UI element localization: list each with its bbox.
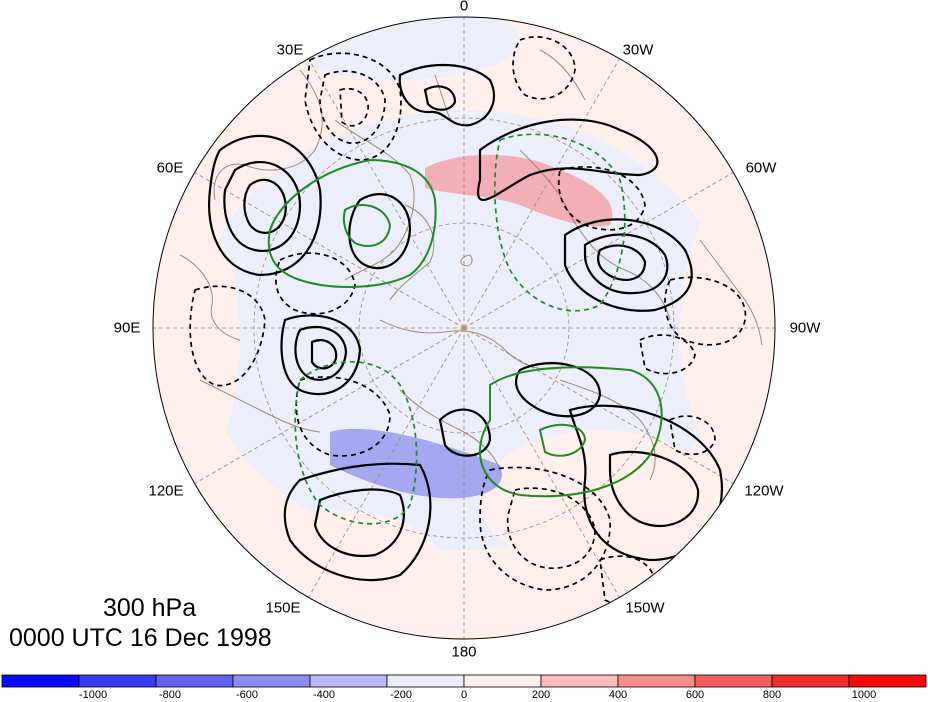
- colorbar-tick: -400: [312, 689, 336, 701]
- lon-label-150e: 150E: [265, 599, 301, 617]
- green-contours: [267, 158, 663, 498]
- lon-label-60e: 60E: [156, 159, 184, 177]
- graticule: [153, 17, 775, 639]
- colorbar-box: [386, 674, 465, 688]
- colorbar-tick: -800: [158, 689, 182, 701]
- colorbar-tick: 600: [685, 689, 705, 701]
- colorbar-box: [617, 674, 696, 688]
- colorbar-box: [771, 674, 850, 688]
- lon-label-30e: 30E: [276, 41, 304, 59]
- lon-label-0: 0: [459, 0, 469, 15]
- date-time-caption: 0000 UTC 16 Dec 1998: [9, 624, 272, 652]
- colorbar-tick: -600: [235, 689, 259, 701]
- colorbar-box: [848, 674, 927, 688]
- lon-label-120w: 120W: [744, 482, 784, 500]
- colorbar-tick: 1000: [851, 689, 877, 701]
- map-disc: [153, 17, 775, 639]
- lon-label-60w: 60W: [745, 159, 777, 177]
- lon-label-30w: 30W: [622, 41, 654, 59]
- lon-label-120e: 120E: [148, 482, 184, 500]
- lon-label-180: 180: [451, 643, 477, 661]
- green-dashed-contours: [294, 133, 626, 525]
- colorbar-tick: -200: [389, 689, 413, 701]
- colorbar-tick: -1000: [78, 689, 108, 701]
- colorbar-box: [1, 674, 80, 688]
- colorbar-tick: 200: [531, 689, 551, 701]
- colorbar-box: [232, 674, 311, 688]
- coastlines: [179, 49, 763, 481]
- pressure-level-caption: 300 hPa: [103, 594, 197, 622]
- colorbar-tick: 400: [608, 689, 628, 701]
- colorbar-box: [540, 674, 619, 688]
- colorbar-box: [78, 674, 157, 688]
- colorbar: [1, 674, 927, 688]
- colorbar-box: [155, 674, 234, 688]
- colorbar-tick: 0: [460, 689, 468, 701]
- colorbar-box: [463, 674, 542, 688]
- lon-label-90e: 90E: [113, 319, 141, 337]
- lon-label-150w: 150W: [625, 599, 665, 617]
- colorbar-box: [694, 674, 773, 688]
- colorbar-box: [309, 674, 388, 688]
- positive-contours: [208, 63, 723, 582]
- lon-label-90w: 90W: [789, 319, 821, 337]
- colorbar-tick: 800: [762, 689, 782, 701]
- map-border: [152, 16, 776, 640]
